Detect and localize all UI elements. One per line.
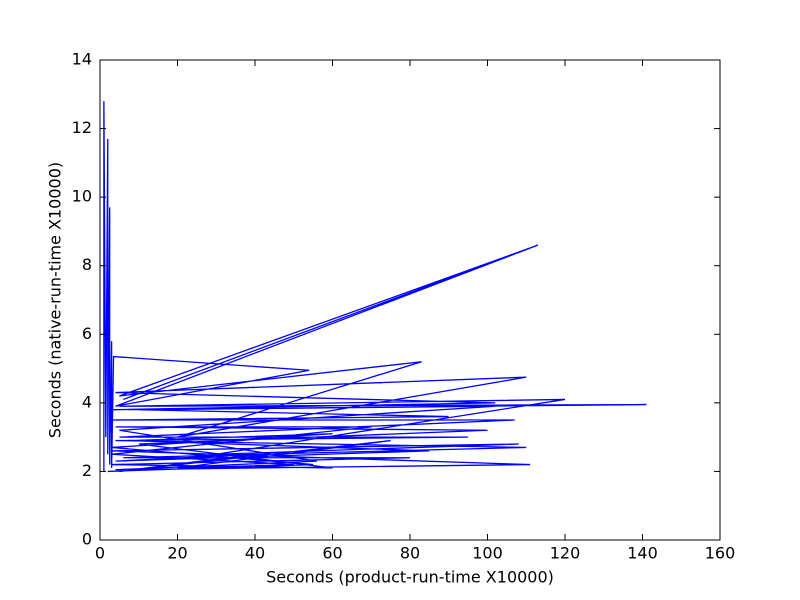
x-tick-label: 40 bbox=[245, 544, 265, 563]
y-tick-label: 10 bbox=[72, 187, 92, 206]
y-tick-label: 8 bbox=[82, 255, 92, 274]
x-tick-label: 160 bbox=[705, 544, 736, 563]
x-tick-label: 140 bbox=[627, 544, 658, 563]
x-axis-label: Seconds (product-run-time X10000) bbox=[266, 568, 554, 587]
x-tick-label: 100 bbox=[472, 544, 503, 563]
y-tick-label: 4 bbox=[82, 392, 92, 411]
x-tick-label: 20 bbox=[167, 544, 187, 563]
data-line bbox=[103, 101, 647, 473]
y-tick-label: 12 bbox=[72, 118, 92, 137]
y-tick-label: 0 bbox=[82, 530, 92, 549]
x-tick-label: 0 bbox=[95, 544, 105, 563]
x-tick-label: 80 bbox=[400, 544, 420, 563]
y-axis-label: Seconds (native-run-time X10000) bbox=[46, 162, 65, 438]
y-tick-label: 6 bbox=[82, 324, 92, 343]
x-tick-label: 120 bbox=[550, 544, 581, 563]
x-tick-label: 60 bbox=[322, 544, 342, 563]
y-tick-label: 14 bbox=[72, 50, 92, 69]
y-tick-label: 2 bbox=[82, 461, 92, 480]
